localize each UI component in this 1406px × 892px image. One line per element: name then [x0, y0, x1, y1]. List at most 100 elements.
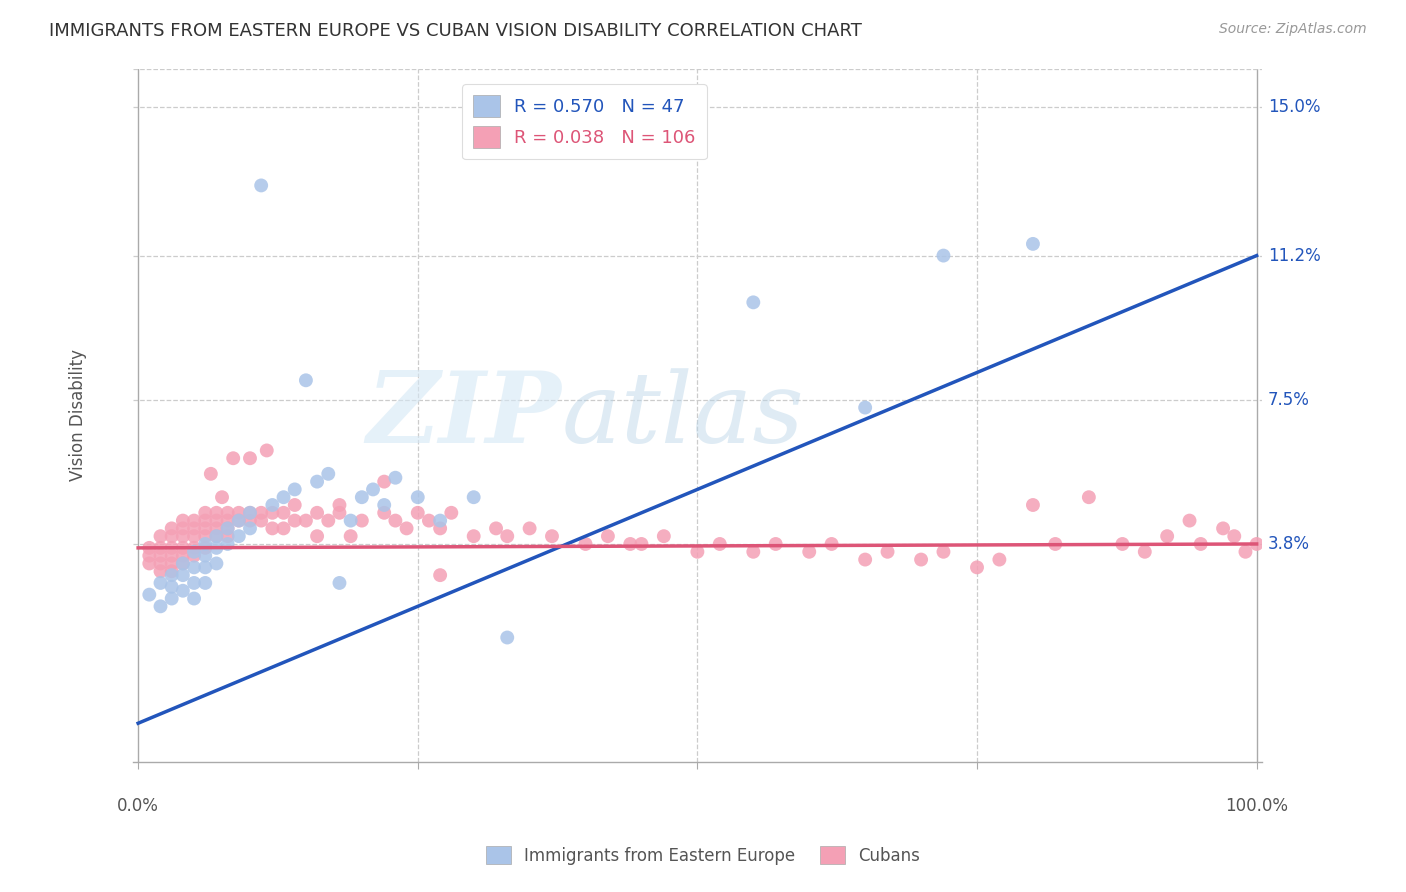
Point [256, 443, 278, 458]
Text: Source: ZipAtlas.com: Source: ZipAtlas.com [1219, 22, 1367, 37]
Point [496, 529, 519, 543]
Point [1223, 529, 1246, 543]
Point [307, 529, 329, 543]
Point [395, 521, 418, 535]
Point [988, 552, 1011, 566]
Point [160, 564, 183, 578]
Point [250, 178, 273, 193]
Point [429, 568, 451, 582]
Point [295, 514, 318, 528]
Point [183, 545, 205, 559]
Text: 3.8%: 3.8% [1268, 535, 1310, 553]
Point [1212, 521, 1234, 535]
Point [172, 521, 194, 535]
Point [149, 549, 172, 563]
Point [350, 514, 373, 528]
Point [228, 529, 250, 543]
Point [183, 514, 205, 528]
Point [228, 514, 250, 528]
Point [194, 537, 217, 551]
Point [316, 467, 339, 481]
Point [273, 521, 295, 535]
Point [262, 506, 284, 520]
Point [1178, 514, 1201, 528]
Point [373, 506, 395, 520]
Point [194, 576, 217, 591]
Point [239, 514, 262, 528]
Point [1022, 236, 1045, 251]
Point [799, 545, 821, 559]
Point [1111, 537, 1133, 551]
Point [194, 529, 217, 543]
Point [228, 514, 250, 528]
Text: 11.2%: 11.2% [1268, 246, 1320, 265]
Point [328, 498, 350, 512]
Point [709, 537, 731, 551]
Point [205, 529, 228, 543]
Point [239, 506, 262, 520]
Point [742, 545, 765, 559]
Point [172, 568, 194, 582]
Point [328, 576, 350, 591]
Point [496, 631, 519, 645]
Point [149, 576, 172, 591]
Point [485, 521, 508, 535]
Point [295, 373, 318, 387]
Point [284, 483, 307, 497]
Point [149, 529, 172, 543]
Point [183, 560, 205, 574]
Point [138, 541, 160, 555]
Point [1077, 490, 1099, 504]
Point [160, 529, 183, 543]
Point [183, 591, 205, 606]
Point [183, 549, 205, 563]
Point [1045, 537, 1067, 551]
Text: 100.0%: 100.0% [1225, 797, 1288, 815]
Point [361, 483, 384, 497]
Point [160, 521, 183, 535]
Point [273, 490, 295, 504]
Point [183, 541, 205, 555]
Point [228, 506, 250, 520]
Point [217, 529, 239, 543]
Point [194, 560, 217, 574]
Point [932, 249, 955, 263]
Point [765, 537, 787, 551]
Point [160, 580, 183, 594]
Legend: R = 0.570   N = 47, R = 0.038   N = 106: R = 0.570 N = 47, R = 0.038 N = 106 [463, 85, 707, 160]
Point [966, 560, 988, 574]
Point [339, 514, 361, 528]
Point [339, 529, 361, 543]
Point [652, 529, 675, 543]
Point [406, 506, 429, 520]
Point [328, 506, 350, 520]
Point [250, 514, 273, 528]
Point [1022, 498, 1045, 512]
Text: ZIP: ZIP [367, 368, 562, 464]
Point [172, 583, 194, 598]
Point [217, 521, 239, 535]
Point [183, 521, 205, 535]
Legend: Immigrants from Eastern Europe, Cubans: Immigrants from Eastern Europe, Cubans [477, 838, 929, 873]
Point [217, 521, 239, 535]
Point [160, 549, 183, 563]
Point [149, 541, 172, 555]
Point [149, 599, 172, 614]
Point [1234, 545, 1257, 559]
Point [742, 295, 765, 310]
Point [160, 591, 183, 606]
Text: 7.5%: 7.5% [1268, 391, 1309, 409]
Point [1133, 545, 1156, 559]
Point [217, 514, 239, 528]
Point [418, 514, 440, 528]
Point [284, 498, 307, 512]
Text: 0.0%: 0.0% [117, 797, 159, 815]
Point [373, 475, 395, 489]
Point [239, 521, 262, 535]
Point [596, 529, 619, 543]
Point [172, 549, 194, 563]
Point [172, 529, 194, 543]
Point [853, 401, 876, 415]
Point [876, 545, 898, 559]
Point [205, 541, 228, 555]
